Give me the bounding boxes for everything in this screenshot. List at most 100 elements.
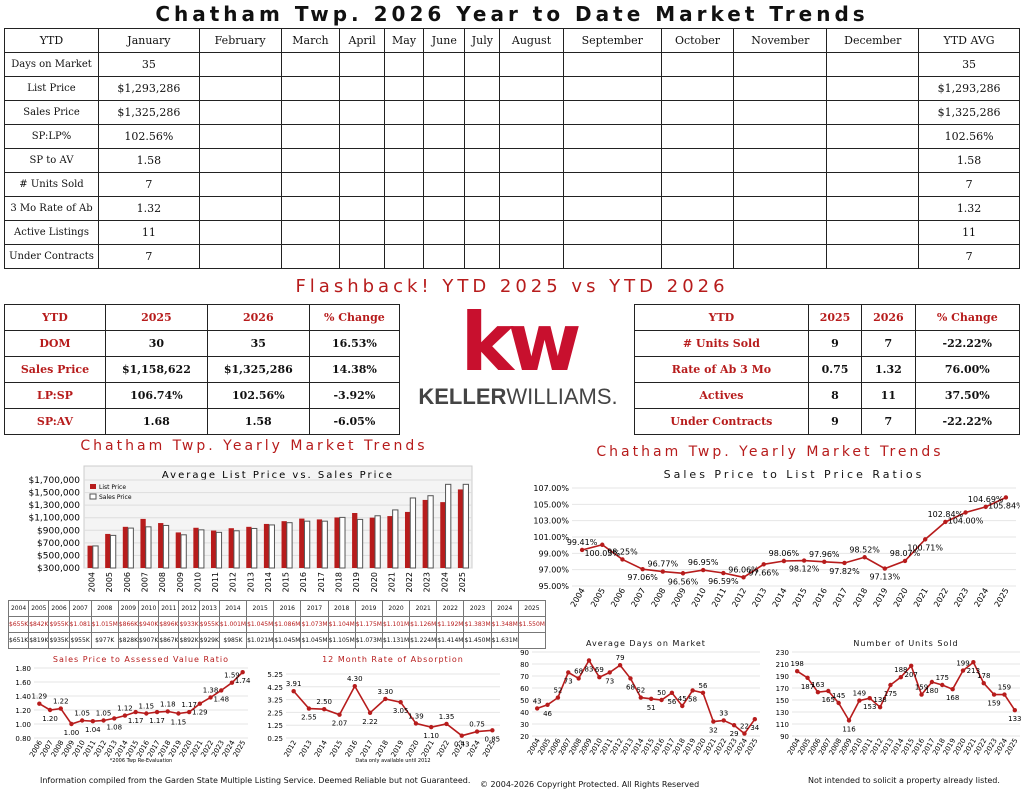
table-row: DOM 30 35 16.53% — [4, 330, 401, 357]
empty-cell — [280, 148, 341, 173]
empty-cell — [562, 172, 662, 197]
data-point — [680, 703, 685, 709]
data-label: 1.22 — [53, 698, 69, 706]
data-label: 98.06% — [769, 549, 800, 558]
data-label: 153 — [863, 703, 876, 711]
empty-cell — [339, 100, 385, 125]
x-tick-label: 2020 — [892, 587, 910, 609]
price-cell: 2009 — [117, 600, 140, 617]
data-point — [922, 537, 928, 542]
empty-cell — [733, 196, 828, 221]
empty-cell — [562, 196, 662, 221]
data-label: 2.07 — [332, 720, 348, 728]
price-cell: 2014 — [218, 600, 248, 617]
x-tick-label: 2021 — [912, 587, 930, 609]
empty-cell — [423, 76, 466, 101]
list-price-bar — [440, 502, 446, 568]
x-tick-label: 2021 — [420, 739, 436, 758]
table-row: $655K $842K $955K $1.081 $1.015M $866K $940K $8… — [7, 616, 546, 633]
data-point — [929, 679, 935, 685]
empty-cell — [198, 148, 282, 173]
data-label: 68 — [626, 683, 635, 691]
empty-cell — [562, 76, 662, 101]
january-value: 102.56% — [98, 124, 200, 149]
empty-cell — [499, 100, 564, 125]
chart-title: Sales Price to Assessed Value Ratio — [53, 655, 229, 664]
data-point — [741, 575, 746, 580]
data-point — [444, 721, 449, 727]
data-label: 1.48 — [213, 695, 229, 703]
data-label: 133 — [1008, 715, 1021, 723]
empty-cell — [733, 220, 828, 245]
sales-price-bar — [127, 527, 134, 569]
chart-title: Number of Units Sold — [853, 639, 958, 648]
ytd-header-cell: July — [464, 28, 501, 53]
compare-label: SP:AV — [4, 408, 106, 435]
table-row: Under Contracts 9 7 -22.22% — [634, 408, 1021, 435]
table-row: # Units Sold 7 7 — [4, 172, 1020, 197]
data-point — [459, 733, 464, 738]
empty-cell — [733, 172, 828, 197]
price-cell: 2013 — [198, 600, 220, 617]
price-cell: $1.045M — [300, 632, 329, 649]
data-label: 98.25% — [607, 547, 638, 556]
sales-price-bar — [180, 534, 187, 569]
y-tick-label: 20 — [520, 733, 529, 741]
price-cell: $1.045M — [273, 632, 302, 649]
january-value: $1,325,286 — [98, 100, 200, 125]
ytd-header-cell: October — [660, 28, 735, 53]
data-point — [940, 682, 945, 688]
ytd-avg-value: 7 — [918, 172, 1020, 197]
data-point — [659, 697, 664, 703]
empty-cell — [733, 124, 828, 149]
x-tick-label: 2008 — [650, 587, 668, 609]
y-tick-label: 1.25 — [267, 722, 283, 730]
data-point — [846, 718, 852, 723]
list-price-bar — [316, 519, 323, 568]
compare-value: 106.74% — [104, 382, 208, 409]
price-cell: $1.045M — [246, 616, 275, 633]
data-point — [607, 670, 612, 675]
data-point — [219, 688, 224, 693]
price-cell: $828K — [117, 632, 140, 649]
price-cell: $1.383M — [463, 616, 492, 633]
data-point — [367, 710, 373, 715]
empty-cell — [826, 148, 920, 173]
data-label: 159 — [998, 684, 1011, 692]
data-point — [617, 663, 623, 668]
data-point — [731, 723, 737, 728]
price-cell: 2005 — [28, 600, 50, 617]
price-cell: $955K — [198, 616, 220, 633]
x-tick-label: 2004 — [569, 587, 587, 609]
empty-cell — [562, 244, 662, 269]
compare-value: 9 — [807, 330, 863, 357]
data-point — [352, 683, 357, 689]
row-label: Active Listings — [4, 220, 99, 245]
data-point — [836, 700, 841, 706]
x-tick-label: 2014 — [313, 739, 329, 759]
y-tick-label: 5.25 — [267, 671, 283, 679]
y-tick-label: 101.00% — [533, 533, 569, 542]
compare-value: -22.22% — [914, 408, 1021, 435]
empty-cell — [464, 172, 501, 197]
price-cell: $955K — [68, 632, 92, 649]
y-tick-label: 170 — [776, 685, 789, 693]
x-tick-label: 2020 — [405, 739, 421, 758]
data-label: 199 — [956, 660, 969, 668]
empty-cell — [660, 124, 735, 149]
price-cell: $867K — [158, 632, 180, 649]
data-label: 1.29 — [32, 693, 48, 701]
x-tick-label: 2019 — [872, 587, 890, 609]
wordmark-bold: KELLER — [418, 384, 507, 409]
row-label: SP:LP% — [4, 124, 99, 149]
list-price-bar — [281, 521, 287, 568]
data-label: 1.05 — [74, 710, 90, 718]
price-cell: 2012 — [178, 600, 200, 617]
empty-cell — [826, 100, 920, 125]
x-tick-label: 2012 — [229, 572, 238, 592]
empty-cell — [499, 244, 564, 269]
data-point — [761, 562, 766, 567]
data-label: 51 — [647, 704, 656, 712]
ytd-header-cell: February — [198, 28, 282, 53]
left-compare-table: YTD 2025 2026% Change DOM 30 35 16.53% Sales Pr… — [4, 304, 401, 435]
